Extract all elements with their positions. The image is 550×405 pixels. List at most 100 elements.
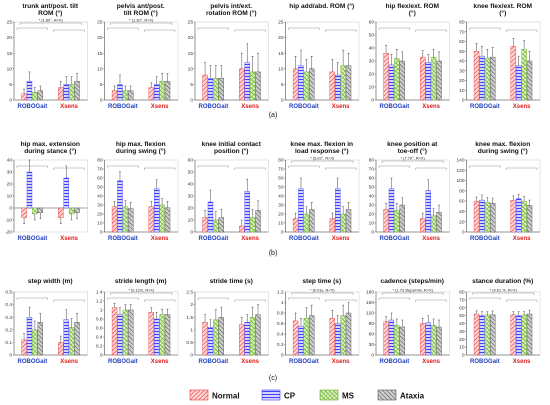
y-tick-label: 0.2 xyxy=(277,342,284,348)
y-tick-label: 30 xyxy=(369,59,375,65)
y-tick-label: 60 xyxy=(369,20,375,26)
y-tick-label: 40 xyxy=(459,59,465,65)
y-tick-label: 40 xyxy=(7,158,13,164)
bar-robogait-cp xyxy=(388,319,395,356)
bar-robogait-normal xyxy=(292,320,299,356)
bar-robogait-ms xyxy=(32,329,38,356)
sig-bracket xyxy=(234,29,266,32)
subplot-title: rotation ROM (°) xyxy=(206,9,257,17)
bar-robogait-ataxia xyxy=(399,60,405,101)
bar-xsens-ataxia xyxy=(436,60,442,101)
y-tick-label: 1.4 xyxy=(96,290,103,296)
bar-robogait-ms xyxy=(213,319,219,356)
group-label-xsens: Xsens xyxy=(422,359,440,365)
y-tick-label: 60 xyxy=(459,199,465,205)
bar-xsens-cp xyxy=(516,315,522,356)
sig-bracket xyxy=(144,29,176,32)
bar-xsens-ms xyxy=(430,325,437,356)
y-tick-label: 140 xyxy=(456,158,464,164)
y-tick-label: 60 xyxy=(459,305,465,311)
bar-robogait-normal xyxy=(21,339,27,356)
group-label-robogait: ROBOGait xyxy=(470,236,500,242)
sig-bracket xyxy=(197,165,229,168)
sig-bracket xyxy=(197,297,229,300)
y-tick-label: 0 xyxy=(100,98,103,104)
legend-swatch-cp xyxy=(261,389,281,401)
bar-xsens-ms xyxy=(340,315,346,356)
y-tick-label: 5 xyxy=(100,82,103,88)
y-tick-label: 50 xyxy=(459,49,465,55)
y-tick-label: -10 xyxy=(5,218,12,224)
y-tick-label: 0 xyxy=(9,206,12,212)
y-tick-label: 0 xyxy=(371,98,374,104)
bar-xsens-cp xyxy=(244,322,250,356)
bar-robogait-cp xyxy=(117,180,123,233)
y-tick-label: 0 xyxy=(281,353,284,359)
y-tick-label: 50 xyxy=(97,185,103,191)
group-label-xsens: Xsens xyxy=(422,104,440,110)
group-label-robogait: ROBOGait xyxy=(289,236,319,242)
y-tick-label: 60 xyxy=(278,176,284,182)
y-tick-label: -20 xyxy=(5,230,12,236)
y-tick-label: 1 xyxy=(281,300,284,306)
sig-bracket xyxy=(378,297,410,300)
y-tick-label: 0.2 xyxy=(96,344,103,350)
y-tick-label: 10 xyxy=(97,221,103,227)
bar-xsens-ataxia xyxy=(345,312,352,356)
bar-robogait-ataxia xyxy=(309,315,315,356)
bar-xsens-cp xyxy=(335,323,341,356)
sig-bracket xyxy=(197,27,229,30)
between-system-bracket xyxy=(381,160,444,163)
subplot-title: load response (°) xyxy=(295,147,349,155)
y-tick-label: 5 xyxy=(9,82,12,88)
bar-xsens-cp xyxy=(244,190,250,233)
bar-xsens-cp xyxy=(154,84,160,101)
bar-robogait-normal xyxy=(111,307,118,356)
sig-bracket xyxy=(16,27,48,30)
sig-bracket xyxy=(234,167,266,170)
group-label-xsens: Xsens xyxy=(513,236,531,242)
group-label-xsens: Xsens xyxy=(422,236,440,242)
y-tick-label: 0 xyxy=(190,353,193,359)
bar-xsens-cp xyxy=(425,62,431,101)
sig-bracket xyxy=(506,299,538,302)
bar-xsens-ataxia xyxy=(164,81,171,101)
bar-robogait-cp xyxy=(26,81,33,101)
y-tick-label: 20 xyxy=(278,212,284,218)
bar-xsens-normal xyxy=(420,56,426,101)
y-tick-label: 40 xyxy=(97,194,103,200)
subplot-title: during stance (°) xyxy=(24,147,76,155)
bar-robogait-normal xyxy=(21,93,27,101)
y-tick-label: 25 xyxy=(188,20,194,26)
group-label-robogait: ROBOGait xyxy=(380,104,410,110)
bar-robogait-cp xyxy=(298,188,304,233)
bar-robogait-normal xyxy=(473,313,480,356)
subplot-annotation: * (0.61 %, R<X) xyxy=(490,288,518,293)
sig-bracket xyxy=(288,27,320,30)
subplot-title: hip add/abd. ROM (°) xyxy=(289,2,354,10)
bar-robogait-normal xyxy=(292,68,299,101)
y-tick-label: 60 xyxy=(459,39,465,45)
bar-xsens-ataxia xyxy=(74,322,80,356)
group-label-robogait: ROBOGait xyxy=(18,236,48,242)
bar-robogait-normal xyxy=(21,207,27,218)
bar-robogait-ms xyxy=(394,210,400,233)
group-label-robogait: ROBOGait xyxy=(470,359,500,365)
bar-robogait-cp xyxy=(207,201,214,233)
bar-xsens-normal xyxy=(420,323,426,356)
sig-bracket xyxy=(288,165,320,168)
sig-bracket xyxy=(53,29,85,32)
y-tick-label: 100 xyxy=(456,178,464,184)
y-tick-label: 2 xyxy=(190,302,193,308)
sig-bracket xyxy=(144,299,176,302)
bar-xsens-ataxia xyxy=(526,205,533,233)
y-tick-label: 0 xyxy=(371,353,374,359)
subplot-title: pelvis ant/post. xyxy=(117,3,165,10)
subplot-16: step time (s) 0 0.2 0.4 0.6 0.8 1 1.2 ROBOGait Xs… xyxy=(277,278,360,365)
y-tick-label: 25 xyxy=(97,20,103,26)
y-tick-label: 120 xyxy=(456,168,464,174)
y-tick-label: 0 xyxy=(462,353,465,359)
bar-robogait-ataxia xyxy=(128,309,134,356)
